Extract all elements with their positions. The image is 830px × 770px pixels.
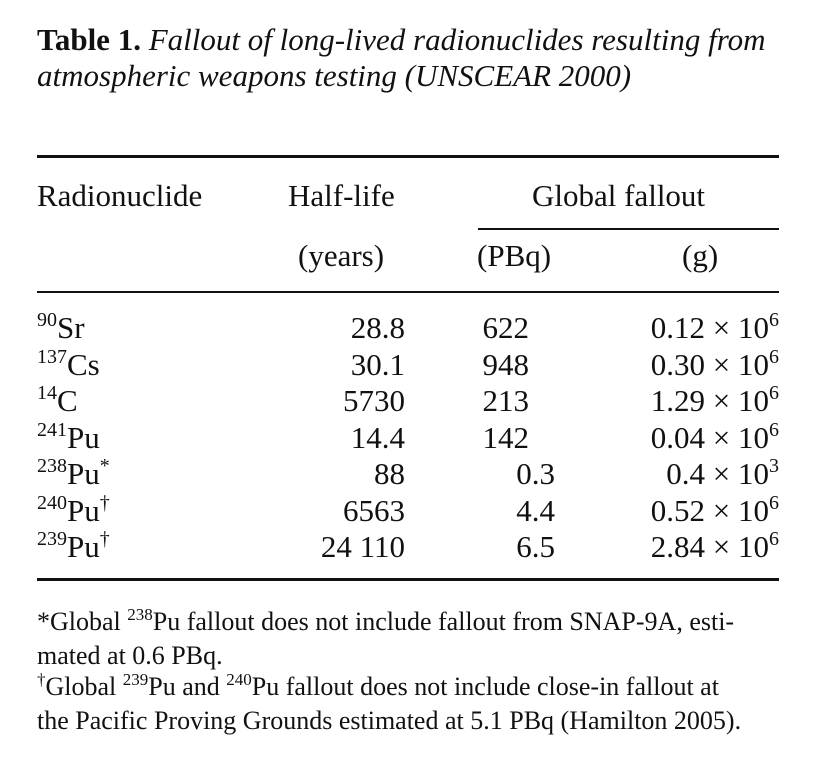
bottom-rule	[37, 578, 779, 581]
element-symbol: Pu	[67, 456, 100, 491]
table-title: Fallout of long-lived radionuclides resu…	[37, 22, 766, 93]
table-caption: Table 1. Fallout of long-lived radionucl…	[37, 22, 797, 94]
mass-number: 14	[37, 382, 57, 404]
footnote-1-sup: 238	[127, 605, 153, 624]
header-global-fallout: Global fallout	[532, 178, 706, 213]
cell-grams: 0.12 × 106	[650, 309, 779, 350]
footnote-2-text-d: the Pacific Proving Grounds estimated at…	[37, 706, 742, 735]
header-radionuclide: Radionuclide	[37, 178, 203, 213]
mass-number: 137	[37, 345, 67, 368]
mass-number: 241	[37, 418, 67, 441]
footnote-2-text-b: Pu and	[148, 672, 227, 701]
cell-pbq: 213	[482, 383, 530, 418]
cell-half-life: 28.8	[350, 310, 405, 345]
element-symbol: Pu	[67, 419, 100, 455]
cell-grams: 0.4 × 103	[666, 455, 779, 496]
footnote-2-sup-2: 240	[226, 670, 252, 689]
footnote-1: *Global 238Pu fallout does not include f…	[37, 605, 797, 640]
grams-exponent: 3	[769, 455, 779, 477]
cell-radionuclide: 137Cs	[37, 345, 100, 387]
footnote-1-text-a: *Global	[37, 607, 128, 636]
global-fallout-subrule	[478, 228, 779, 230]
mass-number: 239	[37, 528, 67, 550]
cell-grams: 0.04 × 106	[650, 418, 779, 460]
footnote-mark: †	[99, 528, 110, 550]
grams-exponent: 6	[769, 418, 779, 441]
cell-radionuclide: 14C	[37, 382, 78, 423]
footnote-2-text-c: Pu fallout does not include close-in fal…	[251, 672, 719, 701]
footnote-1-text-c: mated at 0.6 PBq.	[37, 641, 223, 670]
table-number: Table 1.	[37, 22, 141, 57]
mass-number: 90	[37, 309, 57, 331]
cell-radionuclide: 239Pu†	[37, 528, 110, 569]
cell-grams: 0.30 × 106	[650, 345, 779, 387]
grams-mantissa: 0.4 × 10	[666, 456, 769, 491]
cell-half-life: 30.1	[350, 346, 405, 382]
cell-half-life: 24 110	[320, 529, 405, 564]
grams-mantissa: 0.30 × 10	[650, 346, 769, 382]
cell-pbq: 0.3	[516, 456, 555, 491]
footnote-2-mark: †	[37, 670, 46, 689]
grams-mantissa: 0.04 × 10	[650, 419, 769, 455]
footnotes: *Global 238Pu fallout does not include f…	[37, 605, 797, 736]
cell-grams: 1.29 × 106	[650, 382, 779, 423]
element-symbol: C	[57, 383, 78, 418]
grams-exponent: 6	[769, 528, 779, 550]
header-half-life: Half-life	[288, 178, 395, 213]
cell-pbq: 6.5	[516, 529, 555, 564]
grams-mantissa: 1.29 × 10	[650, 383, 769, 418]
header-half-life-unit: (years)	[298, 238, 385, 273]
element-symbol: Cs	[67, 346, 100, 382]
header-g-unit: (g)	[682, 238, 719, 273]
header-rule	[37, 291, 779, 293]
cell-pbq: 142	[482, 419, 530, 455]
cell-half-life: 5730	[343, 383, 405, 418]
header-pbq-unit: (PBq)	[477, 238, 552, 273]
cell-grams: 2.84 × 106	[650, 528, 779, 569]
grams-exponent: 6	[769, 491, 779, 514]
grams-exponent: 6	[769, 309, 779, 331]
footnote-2-sup-1: 239	[122, 670, 149, 689]
footnote-2-text-a: Global	[45, 672, 123, 701]
grams-exponent: 6	[769, 382, 779, 404]
grams-mantissa: 0.12 × 10	[650, 310, 769, 345]
footnote-mark: †	[99, 491, 110, 514]
cell-radionuclide: 240Pu†	[37, 491, 110, 533]
cell-half-life: 6563	[343, 492, 405, 528]
cell-radionuclide: 241Pu	[37, 418, 100, 460]
footnote-1-cont: mated at 0.6 PBq.	[37, 640, 797, 671]
cell-pbq: 4.4	[516, 492, 555, 528]
element-symbol: Pu	[67, 492, 100, 528]
cell-half-life: 88	[374, 456, 405, 491]
footnote-2: †Global 239Pu and 240Pu fallout does not…	[37, 670, 797, 705]
cell-radionuclide: 238Pu*	[37, 455, 110, 496]
mass-number: 240	[37, 491, 67, 514]
cell-grams: 0.52 × 106	[650, 491, 779, 533]
cell-pbq: 622	[482, 310, 530, 345]
mass-number: 238	[37, 455, 67, 477]
element-symbol: Pu	[67, 529, 100, 564]
top-rule	[37, 155, 779, 158]
grams-exponent: 6	[769, 345, 779, 368]
footnote-2-cont: the Pacific Proving Grounds estimated at…	[37, 705, 797, 736]
cell-pbq: 948	[482, 346, 530, 382]
footnote-1-text-b: Pu fallout does not include fallout from…	[152, 607, 735, 636]
footnote-mark: *	[99, 455, 110, 477]
grams-mantissa: 2.84 × 10	[650, 529, 769, 564]
element-symbol: Sr	[57, 310, 85, 345]
cell-radionuclide: 90Sr	[37, 309, 85, 350]
cell-half-life: 14.4	[350, 419, 405, 455]
grams-mantissa: 0.52 × 10	[650, 492, 769, 528]
